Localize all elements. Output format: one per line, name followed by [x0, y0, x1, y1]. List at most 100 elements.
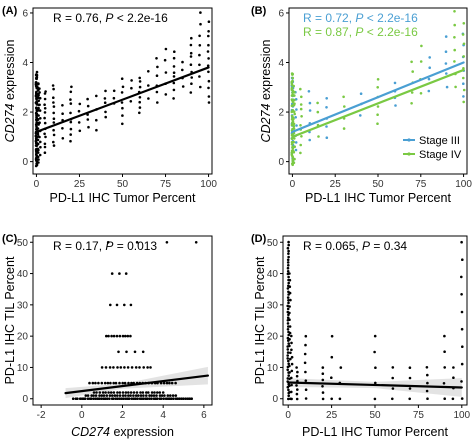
data-point [460, 397, 464, 400]
y-tick-label: 4 [22, 58, 28, 69]
data-point [36, 147, 40, 151]
data-point [287, 394, 291, 398]
data-point [152, 394, 156, 397]
data-point [168, 381, 171, 385]
data-point [288, 318, 291, 322]
x-tick-label: 0 [34, 179, 40, 190]
data-point [52, 133, 56, 137]
data-point [173, 50, 176, 53]
data-point [184, 397, 188, 401]
data-point [38, 103, 41, 107]
data-point [286, 328, 290, 331]
data-point [451, 397, 455, 401]
data-point [118, 381, 121, 385]
x-tick-label: 75 [160, 179, 172, 190]
data-point [36, 132, 40, 136]
data-point [51, 84, 55, 87]
data-point [443, 350, 446, 354]
data-point [453, 60, 456, 63]
data-point [321, 391, 325, 394]
correlation-annotation: R = 0.17, P = 0.013 [53, 239, 157, 253]
data-point [287, 275, 290, 279]
data-point [38, 109, 42, 112]
data-point [105, 334, 108, 338]
y-tick-label: 50 [17, 238, 29, 249]
plot-area [34, 11, 211, 168]
y-tick-label: 2 [22, 108, 28, 119]
data-point [292, 84, 296, 88]
data-point [411, 70, 415, 73]
data-point [443, 334, 446, 338]
data-point [109, 303, 112, 307]
data-point [92, 391, 96, 394]
data-point [118, 394, 122, 397]
y-tick-label: 10 [267, 363, 279, 374]
regression-line [291, 68, 465, 138]
y-tick-label: 30 [17, 300, 29, 311]
data-point [94, 397, 98, 401]
data-point [189, 63, 193, 66]
data-point [43, 103, 46, 106]
data-point [109, 391, 113, 394]
data-point [289, 357, 292, 361]
data-point [77, 109, 81, 113]
data-point [34, 73, 38, 76]
x-tick-label: 0 [79, 410, 85, 421]
data-point [460, 327, 464, 331]
data-point [121, 106, 124, 110]
data-point [103, 101, 107, 104]
data-point [290, 362, 294, 366]
data-point [330, 355, 334, 359]
y-tick-label: 50 [267, 238, 279, 249]
data-point [410, 91, 414, 94]
y-tick-label: 6 [22, 8, 28, 19]
regression-line [291, 61, 465, 133]
data-point [122, 397, 125, 401]
data-point [288, 384, 291, 388]
data-point [171, 394, 175, 397]
data-point [292, 127, 296, 130]
data-point [123, 366, 126, 369]
x-tick-label: 25 [330, 179, 342, 190]
data-point [52, 105, 56, 108]
data-point [107, 334, 110, 338]
data-point [38, 135, 41, 139]
data-point [106, 381, 110, 385]
data-point [292, 110, 296, 113]
data-point [299, 103, 303, 106]
data-point [36, 127, 40, 130]
data-point [286, 258, 290, 262]
data-point [145, 394, 148, 397]
data-point [61, 127, 64, 130]
data-point [108, 397, 111, 401]
data-point [114, 397, 118, 401]
data-point [290, 355, 294, 359]
data-point [181, 68, 184, 72]
data-point [132, 397, 136, 401]
data-point [121, 334, 125, 338]
data-point [110, 334, 113, 338]
data-point [126, 366, 130, 369]
data-point [172, 71, 176, 74]
data-point [69, 90, 73, 94]
legend-swatch-point [407, 152, 411, 156]
data-point [164, 93, 168, 96]
data-point [114, 381, 118, 385]
data-point [444, 62, 448, 65]
data-point [126, 334, 130, 338]
data-point [293, 91, 296, 94]
data-point [43, 145, 47, 149]
data-point [98, 391, 102, 394]
data-point [287, 299, 290, 302]
data-point [124, 397, 128, 401]
data-point [207, 79, 211, 83]
data-point [293, 102, 296, 105]
data-point [373, 397, 377, 401]
data-point [286, 368, 290, 372]
data-point [189, 55, 193, 58]
data-point [207, 20, 211, 24]
data-point [286, 307, 290, 311]
data-point [132, 391, 136, 394]
data-point [113, 394, 117, 397]
data-point [426, 381, 429, 385]
